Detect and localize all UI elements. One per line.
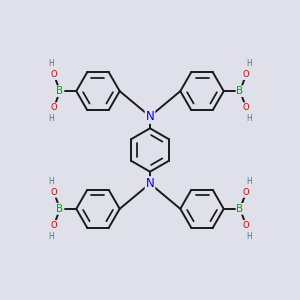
Text: B: B [236, 86, 244, 96]
Text: O: O [243, 221, 249, 230]
Text: N: N [146, 110, 154, 123]
Text: B: B [236, 204, 244, 214]
Text: O: O [51, 221, 57, 230]
Text: H: H [48, 59, 54, 68]
Text: O: O [243, 103, 249, 112]
Text: H: H [246, 232, 252, 241]
Text: H: H [246, 59, 252, 68]
Text: H: H [48, 114, 54, 123]
Text: O: O [243, 188, 249, 197]
Text: H: H [48, 177, 54, 186]
Text: O: O [51, 188, 57, 197]
Text: B: B [56, 86, 64, 96]
Text: H: H [48, 232, 54, 241]
Text: B: B [56, 204, 64, 214]
Text: O: O [51, 103, 57, 112]
Text: O: O [51, 70, 57, 79]
Text: H: H [246, 114, 252, 123]
Text: O: O [243, 70, 249, 79]
Text: N: N [146, 177, 154, 190]
Text: H: H [246, 177, 252, 186]
